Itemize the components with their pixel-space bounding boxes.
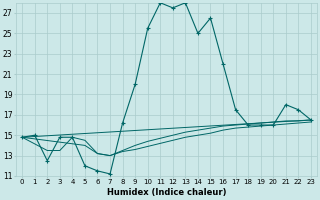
X-axis label: Humidex (Indice chaleur): Humidex (Indice chaleur) <box>107 188 226 197</box>
